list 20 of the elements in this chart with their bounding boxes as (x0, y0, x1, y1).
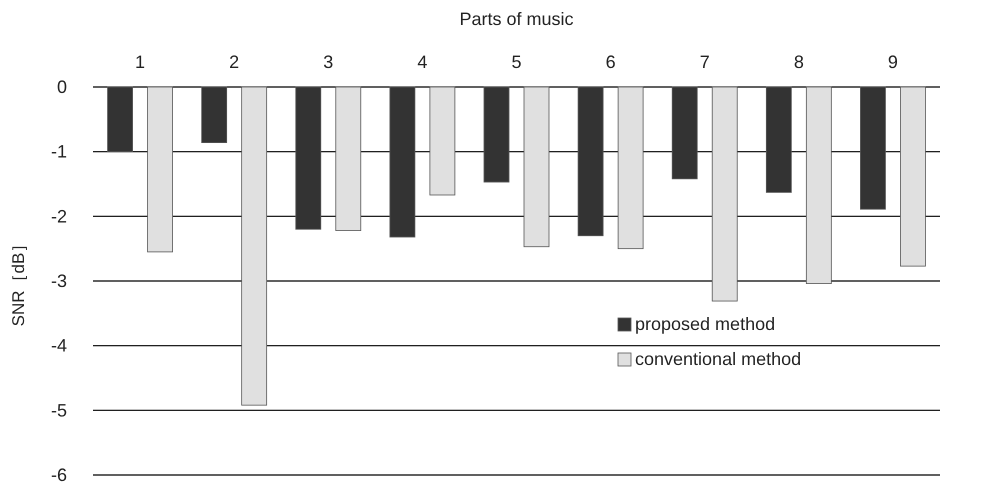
y-axis-title: SNR［dB］ (9, 236, 28, 326)
y-tick-label: -6 (50, 465, 67, 485)
x-tick-label: 3 (323, 52, 334, 72)
y-tick-label: -5 (50, 400, 67, 420)
y-tick-label: -4 (50, 336, 67, 356)
x-tick-label: 5 (511, 52, 522, 72)
legend-label: proposed method (635, 314, 776, 334)
x-tick-label: 1 (135, 52, 146, 72)
x-tick-label: 6 (606, 52, 616, 72)
y-tick-label: 0 (56, 77, 67, 97)
x-tick-label: 7 (700, 52, 710, 72)
x-axis-title: Parts of music (459, 9, 574, 29)
y-tick-label: -1 (50, 142, 67, 162)
y-tick-label: -2 (50, 206, 67, 226)
x-tick-label: 4 (417, 52, 428, 72)
y-tick-label: -3 (50, 271, 67, 291)
x-tick-label: 8 (794, 52, 804, 72)
legend-label: conventional method (635, 349, 802, 369)
x-tick-label: 9 (888, 52, 898, 72)
x-tick-label: 2 (229, 52, 240, 72)
